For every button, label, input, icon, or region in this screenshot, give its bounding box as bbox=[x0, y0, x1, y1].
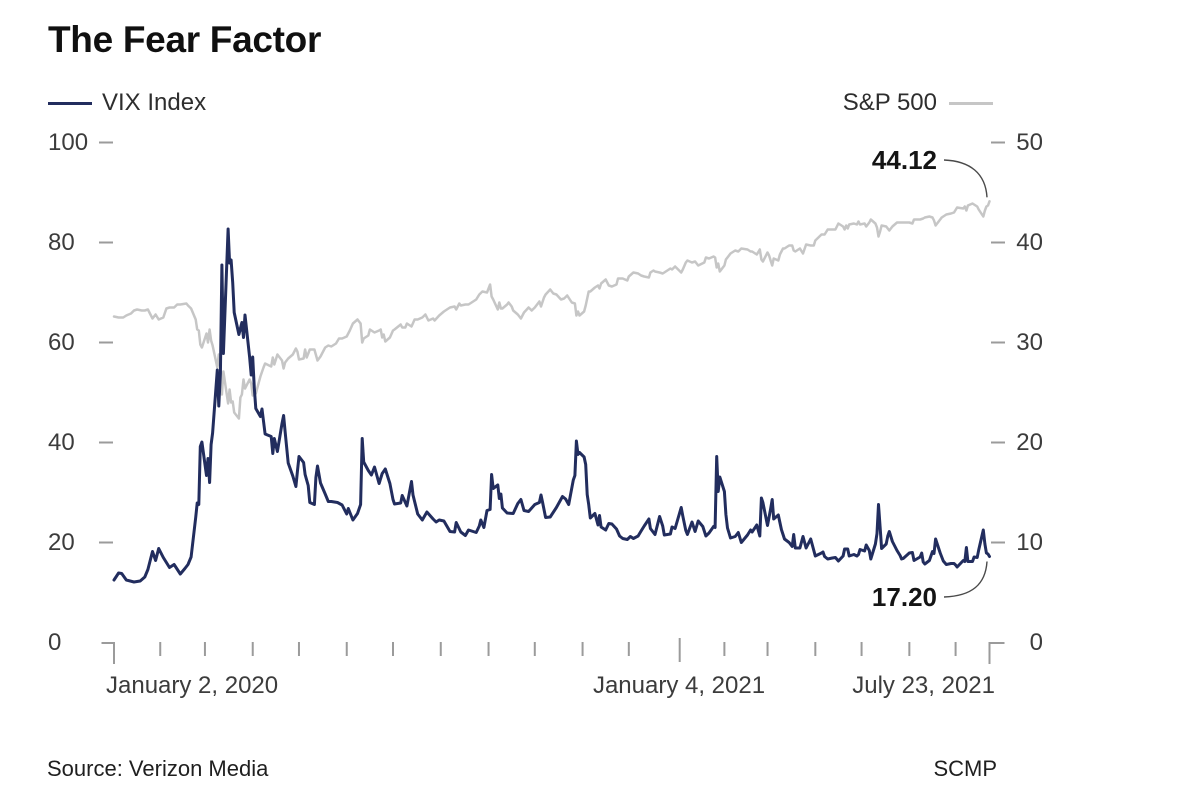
y-axis-left-label: 40 bbox=[48, 429, 75, 456]
y-axis-left-label: 80 bbox=[48, 229, 75, 256]
source-text: Source: Verizon Media bbox=[47, 756, 269, 781]
y-axis-right-label: 20 bbox=[1016, 429, 1043, 456]
y-axis-left-label: 60 bbox=[48, 329, 75, 356]
legend-label-vix: VIX Index bbox=[102, 89, 207, 116]
x-axis-label-mid: January 4, 2021 bbox=[592, 672, 766, 699]
y-axis-right-label: 10 bbox=[1016, 529, 1043, 556]
y-axis-right-label: 40 bbox=[1016, 229, 1043, 256]
x-axis-label-end: July 23, 2021 bbox=[852, 672, 995, 699]
legend-swatch-vix-icon bbox=[48, 102, 92, 105]
chart-title: The Fear Factor bbox=[48, 19, 322, 60]
legend-swatch-sp500-icon bbox=[949, 102, 993, 105]
y-axis-right-label: 0 bbox=[1029, 629, 1043, 656]
x-axis-label-start: January 2, 2020 bbox=[106, 672, 279, 699]
annotation-sp500-value: 44.12 bbox=[871, 145, 937, 175]
y-axis-right-label: 30 bbox=[1016, 329, 1043, 356]
y-axis-left-label: 0 bbox=[48, 629, 62, 656]
y-axis-left-label: 100 bbox=[48, 129, 89, 156]
brand-scmp: SCMP bbox=[933, 756, 997, 781]
legend-label-sp500: S&P 500 bbox=[842, 89, 937, 116]
y-axis-right-label: 50 bbox=[1016, 129, 1043, 156]
y-axis-left-label: 20 bbox=[48, 529, 75, 556]
annotation-vix-value: 17.20 bbox=[871, 582, 937, 612]
